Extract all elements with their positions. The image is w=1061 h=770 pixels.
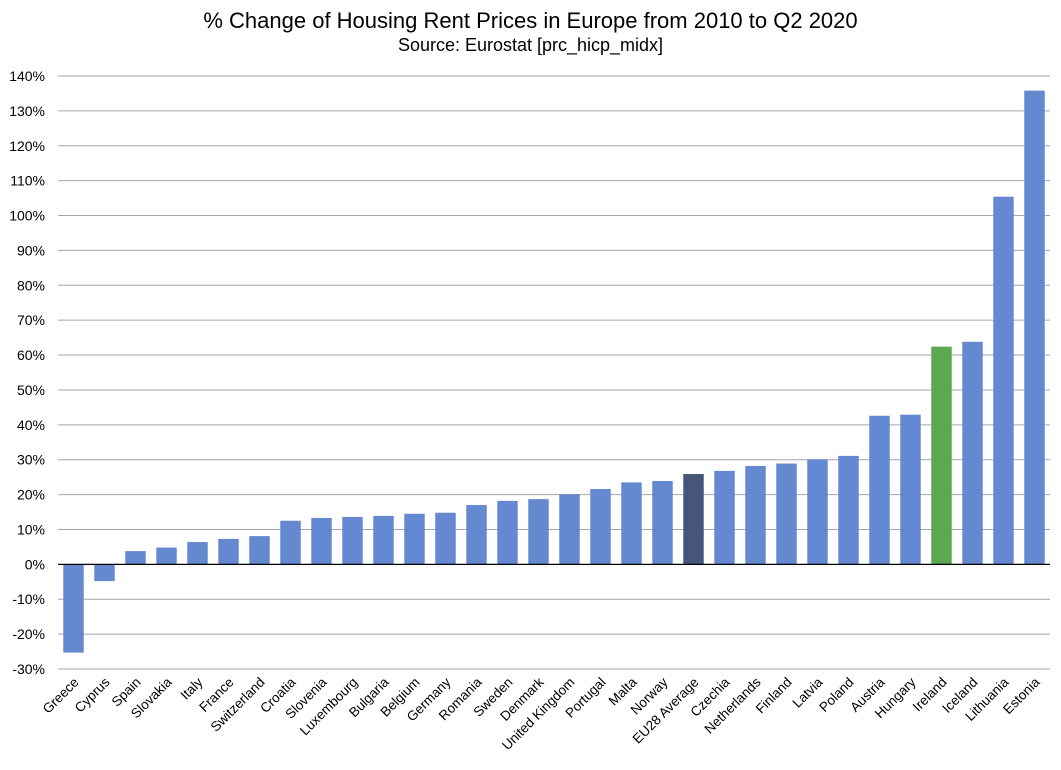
y-tick-label: 110% (10, 173, 45, 189)
y-tick-label: 30% (17, 452, 45, 468)
bar-france (218, 538, 239, 565)
y-tick-label: 70% (17, 312, 45, 328)
y-tick-label: 60% (17, 347, 45, 363)
bar-croatia (280, 520, 301, 565)
y-tick-label: 100% (9, 208, 45, 224)
bar-iceland (962, 341, 983, 565)
bar-slovakia (156, 547, 177, 565)
y-tick-label: 40% (17, 417, 45, 433)
y-tick-label: -20% (12, 626, 45, 642)
bar-greece (63, 564, 84, 653)
y-tick-label: 0% (25, 556, 45, 572)
bar-netherlands (745, 465, 766, 565)
bar-united-kingdom (559, 494, 580, 565)
y-tick-label: 80% (17, 277, 45, 293)
bar-spain (125, 551, 146, 565)
bar-slovenia (311, 517, 332, 565)
bar-belgium (404, 513, 425, 565)
bar-norway (652, 480, 673, 565)
bar-sweden (497, 500, 518, 565)
bar-ireland (931, 346, 952, 565)
gridlines (58, 75, 1050, 670)
y-tick-label: 50% (17, 382, 45, 398)
bar-lithuania (993, 196, 1014, 565)
x-tick-label: Cyprus (72, 674, 113, 715)
bar-austria (869, 415, 890, 565)
bar-romania (466, 505, 487, 565)
bar-bulgaria (373, 515, 394, 565)
chart-subtitle: Source: Eurostat [prc_hicp_midx] (397, 35, 664, 55)
bar-luxembourg (342, 516, 363, 565)
bar-denmark (528, 499, 549, 565)
y-axis-ticks: -30% -20% -10% 0% 10% 20% 30% 40% 50% 60% 70% 80% 90… (9, 68, 45, 677)
bar-germany (435, 512, 456, 565)
bar-cyprus (94, 564, 115, 582)
y-tick-label: 120% (9, 138, 45, 154)
bar-hungary (900, 414, 921, 565)
bar-portugal (590, 489, 611, 565)
y-tick-label: 90% (17, 242, 45, 258)
y-tick-label: -10% (12, 591, 45, 607)
bar-czechia (714, 470, 735, 565)
bars (63, 90, 1045, 653)
bar-estonia (1024, 90, 1045, 565)
bar-malta (621, 482, 642, 565)
bar-latvia (807, 459, 828, 565)
bar-eu28-average (683, 474, 704, 565)
chart-title: % Change of Housing Rent Prices in Europ… (203, 8, 858, 33)
y-tick-label: 10% (17, 521, 45, 537)
y-tick-label: -30% (12, 661, 45, 677)
y-tick-label: 20% (17, 487, 45, 503)
bar-poland (838, 455, 859, 565)
bar-finland (776, 463, 797, 565)
bar-switzerland (249, 536, 270, 565)
y-tick-label: 140% (9, 68, 45, 84)
y-tick-label: 130% (9, 103, 45, 119)
x-tick-label: Greece (40, 675, 82, 717)
bar-italy (187, 542, 208, 565)
